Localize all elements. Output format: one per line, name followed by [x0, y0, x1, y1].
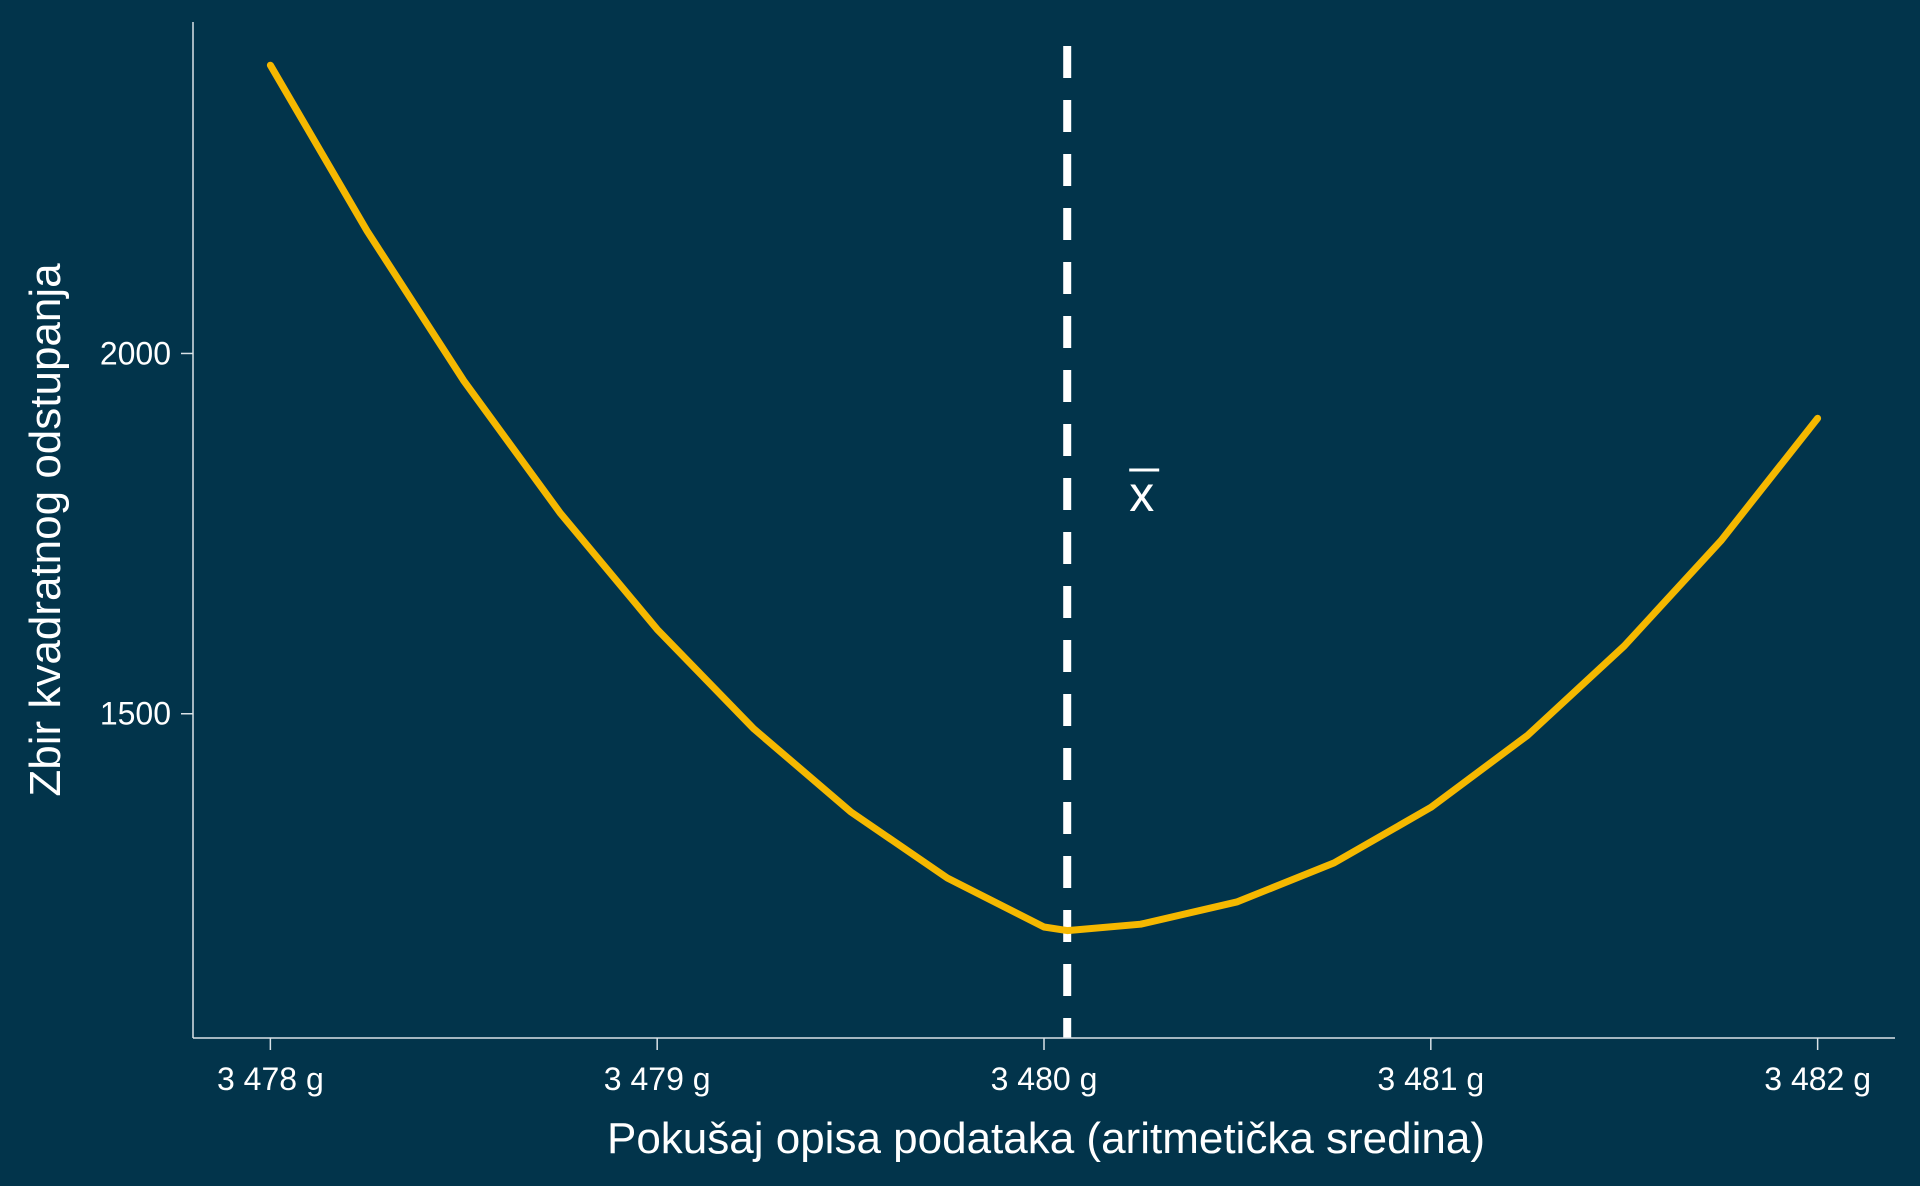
y-tick-label: 2000	[100, 335, 171, 371]
x-tick-label: 3 481 g	[1377, 1061, 1484, 1097]
y-tick-label: 1500	[100, 696, 171, 732]
x-axis-title: Pokušaj opisa podataka (aritmetička sred…	[607, 1114, 1485, 1163]
x-axis-ticks: 3 478 g 3 479 g 3 480 g 3 481 g 3 482 g	[217, 1038, 1871, 1097]
series-line	[266, 61, 1822, 935]
y-axis-title: Zbir kvadratnog odstupanja	[21, 263, 70, 797]
x-tick-label: 3 480 g	[991, 1061, 1098, 1097]
x-tick-label: 3 478 g	[217, 1061, 324, 1097]
x-tick-label: 3 482 g	[1764, 1061, 1871, 1097]
plot-area: x	[266, 46, 1822, 1038]
mean-label: x	[1129, 466, 1154, 522]
x-tick-label: 3 479 g	[604, 1061, 711, 1097]
y-axis-ticks: 1500 2000	[100, 335, 193, 732]
